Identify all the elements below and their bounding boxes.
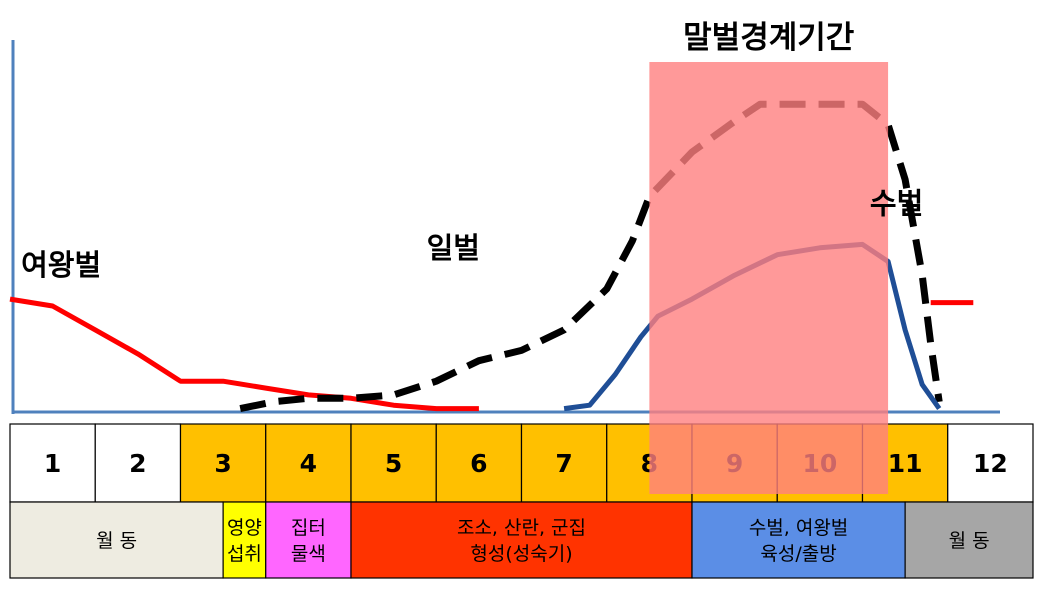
stage-label: 집터 — [291, 517, 326, 539]
month-tick-label: 5 — [385, 449, 402, 478]
month-cell — [9, 423, 96, 503]
alert-period-band — [649, 62, 889, 494]
month-cell — [265, 423, 352, 503]
month-tick-label: 3 — [214, 449, 231, 478]
stage-label: 월 동 — [96, 530, 137, 552]
stage-cell — [350, 501, 693, 579]
month-tick-label: 1 — [44, 449, 61, 478]
month-tick-label: 11 — [888, 449, 923, 478]
alert-period-overlay: 말벌경계기간 — [649, 20, 889, 494]
stage-cell — [9, 501, 224, 579]
stage-cell — [904, 501, 1034, 579]
stage-label: 물색 — [291, 543, 326, 565]
month-cell — [350, 423, 437, 503]
stage-label: 영양 — [227, 517, 262, 539]
stage-label: 육성/출방 — [760, 543, 836, 565]
stage-label: 월 동 — [949, 530, 990, 552]
stage-label: 섭취 — [227, 543, 262, 565]
month-cell — [179, 423, 267, 503]
annotations: 여왕벌 일벌 수벌 — [21, 187, 923, 283]
month-tick-label: 7 — [555, 449, 572, 478]
stage-cell — [222, 501, 267, 579]
series-annotation: 일벌 — [427, 231, 480, 265]
stage-label: 조소, 산란, 군집 — [457, 517, 586, 539]
stage-label: 형성(성숙기) — [470, 543, 572, 565]
series-annotation: 여왕벌 — [21, 248, 101, 282]
chart-title: 말벌경계기간 — [683, 20, 854, 56]
month-tick-label: 4 — [300, 449, 317, 478]
month-tick-label: 12 — [973, 449, 1008, 478]
stage-cell — [265, 501, 352, 579]
series-line-일벌 — [239, 100, 943, 413]
month-tick-label: 2 — [129, 449, 146, 478]
month-cell — [947, 423, 1034, 503]
series-annotation: 수벌 — [870, 187, 923, 221]
month-tick-label: 6 — [470, 449, 487, 478]
stage-cell — [691, 501, 906, 579]
series-line-여왕벌 — [9, 296, 479, 412]
stage-label: 수벌, 여왕벌 — [749, 517, 848, 539]
month-cell — [520, 423, 608, 503]
